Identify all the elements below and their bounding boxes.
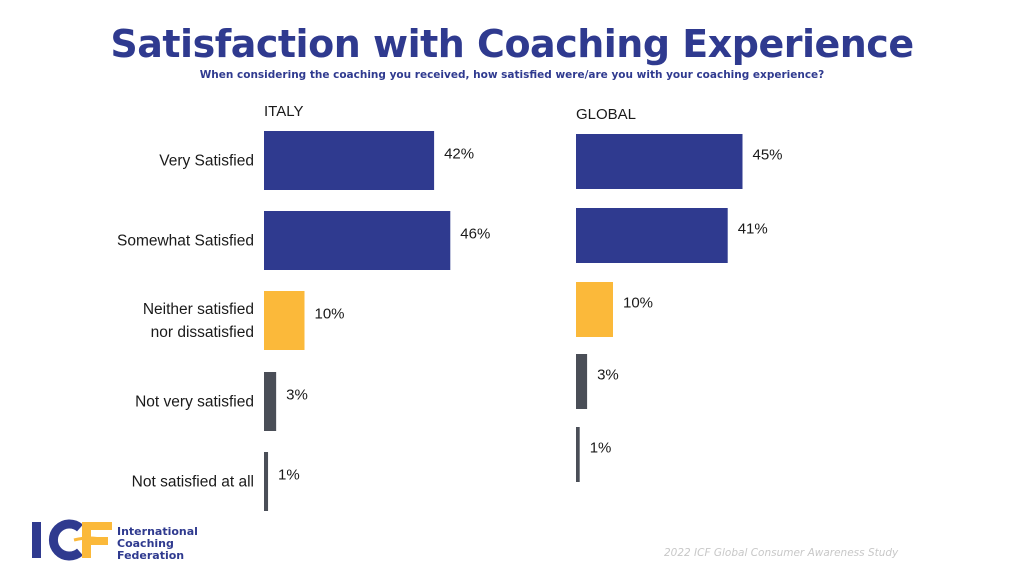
category-label: Somewhat Satisfied [117,233,254,250]
bar [264,211,451,270]
bar [264,291,305,350]
bar [576,354,588,409]
icf-logo-icon [32,519,112,561]
bar [576,427,580,482]
logo-text: International Coaching Federation [117,526,198,562]
bar [576,208,728,263]
data-label: 1% [590,440,612,457]
chart-subtitle: When considering the coaching you receiv… [199,69,825,81]
data-label: 45% [753,147,783,164]
data-label: 3% [597,367,619,384]
data-label: 10% [315,306,345,323]
logo-line: Federation [117,549,185,562]
bar [264,131,435,190]
category-label: nor dissatisfied [151,324,254,341]
data-label: 1% [278,467,300,484]
panel-title: ITALY [264,103,303,120]
bar [576,282,613,337]
category-label: Not satisfied at all [132,474,254,491]
data-label: 46% [460,226,490,243]
bar [264,372,277,431]
category-label: Very Satisfied [159,153,254,170]
data-label: 41% [738,221,768,238]
data-label: 3% [286,387,308,404]
data-label: 10% [623,295,653,312]
source-footer: 2022 ICF Global Consumer Awareness Study [664,547,899,559]
category-label: Not very satisfied [135,394,254,411]
bar [264,452,269,511]
logo-line: Coaching [117,537,174,550]
category-label: Neither satisfied [143,301,254,318]
data-label: 42% [444,146,474,163]
page-title: Satisfaction with Coaching Experience [110,22,914,66]
logo-line: International [117,525,198,538]
bar [576,134,743,189]
panel-title: GLOBAL [576,106,636,123]
